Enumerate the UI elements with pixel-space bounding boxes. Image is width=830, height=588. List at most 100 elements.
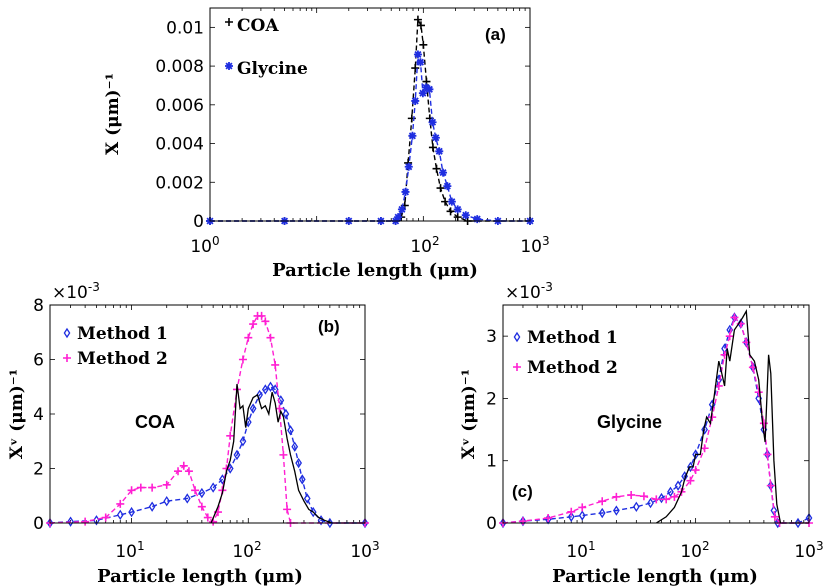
data-point-method-2: [184, 466, 194, 477]
chart-a-xlabel: Particle length (μm): [272, 260, 478, 281]
data-point-method-2: [197, 501, 207, 512]
data-point-glycine: [397, 204, 407, 215]
series-measured-line: [655, 309, 809, 524]
ytick-a-1: 0.002: [155, 173, 204, 193]
xtick-a-1: 100: [190, 234, 219, 257]
data-point-glycine: [424, 84, 435, 95]
data-point-glycine: [446, 196, 457, 207]
legend-c-method2-marker-glyph: [512, 362, 522, 372]
data-point-glycine: [400, 187, 411, 197]
ytick-a-0: 0: [193, 212, 204, 232]
ytick-c-0: 0: [486, 514, 497, 534]
legend-glycine-marker-glyph: [224, 61, 234, 71]
ytick-a-3: 0.006: [155, 96, 204, 116]
chart-c-legend: Method 1 Method 2: [512, 328, 618, 378]
ytick-b-3: 6: [33, 351, 44, 371]
data-point-method-2: [278, 450, 289, 460]
chart-panel-a: (a) COA Glycine X (μm)⁻¹ Particle length…: [103, 7, 550, 281]
chart-c-annotation: Glycine: [597, 412, 662, 432]
chart-b-panel-label: (b): [318, 317, 340, 336]
data-point-glycine: [452, 204, 463, 215]
data-point-method-2: [753, 387, 764, 398]
data-point-method-2: [270, 360, 280, 370]
chart-a-yticks: 0 0.002 0.004 0.006 0.008 0.01: [155, 18, 204, 232]
chart-c-scale-label: ×10-3: [505, 280, 553, 303]
legend-c-method2: Method 2: [527, 358, 618, 378]
xtick-b-10: 101: [115, 539, 144, 562]
legend-b-method2: Method 2: [77, 349, 168, 369]
legend-b-method2-marker-glyph: [62, 353, 72, 363]
data-point-method-2: [190, 485, 200, 496]
legend-glycine: Glycine: [237, 59, 308, 79]
xtick-c-100: 102: [680, 539, 709, 562]
chart-b-scale-label: ×10-3: [52, 280, 100, 303]
ytick-c-1: 1: [486, 452, 497, 472]
chart-c-xlabel: Particle length (μm): [552, 566, 758, 587]
data-point-method-2: [566, 506, 577, 517]
data-point-method-2: [518, 516, 528, 526]
data-point-method-2: [260, 316, 271, 327]
data-point-method-2: [611, 492, 622, 502]
chart-a-panel-label: (a): [485, 25, 506, 44]
xtick-b-100: 102: [232, 539, 261, 562]
chart-c-plot: [498, 305, 814, 528]
legend-coa-marker-glyph: [224, 17, 234, 27]
chart-b-yticks: 0 2 4 6 8: [33, 296, 44, 534]
ytick-c-3: 3: [486, 327, 497, 347]
chart-b-frame: [49, 304, 366, 524]
xtick-b-1000: 103: [350, 539, 379, 562]
data-point-method-2: [178, 460, 189, 471]
data-point-glycine: [438, 167, 448, 178]
data-point-method-2: [597, 496, 608, 507]
ytick-a-5: 0.01: [166, 18, 204, 38]
legend-c-method1: Method 1: [527, 328, 618, 348]
data-point-method-2: [243, 332, 254, 343]
data-point-method-2: [762, 449, 773, 460]
data-point-glycine: [415, 57, 426, 68]
data-point-coa: [428, 142, 438, 153]
ytick-b-1: 2: [33, 460, 44, 480]
xtick-a-1000: 103: [520, 234, 549, 257]
chart-b-annotation: COA: [135, 412, 175, 432]
chart-c-xticks: 101 102 103: [566, 539, 823, 562]
ytick-a-4: 0.008: [155, 57, 204, 77]
data-point-glycine: [472, 214, 483, 224]
series-method-2-line: [49, 315, 365, 524]
chart-c-frame: [502, 304, 810, 524]
xtick-a-100: 102: [410, 234, 439, 257]
data-point-method-2: [173, 466, 183, 477]
data-point-method-2: [282, 504, 292, 515]
series-coa-line: [210, 17, 530, 222]
chart-a-xticks: 100 102 103: [190, 234, 549, 257]
ytick-b-0: 0: [33, 514, 44, 534]
chart-b-legend: Method 1 Method 2: [62, 324, 168, 369]
chart-a-ylabel: X (μm)⁻¹: [103, 73, 123, 155]
data-point-method-2: [759, 418, 769, 429]
chart-a-legend: COA Glycine: [224, 16, 308, 79]
data-point-coa: [407, 113, 417, 124]
data-point-glycine: [410, 96, 421, 106]
data-point-coa: [445, 206, 456, 217]
chart-b-ylabel: Xᵛ (μm)⁻¹: [7, 369, 27, 459]
data-point-coa: [435, 183, 446, 193]
data-point-method-2: [136, 482, 146, 493]
data-point-glycine: [403, 161, 414, 172]
chart-panel-c: ×10-3 (c) Glycine Method 1 Method 2 Xᵛ (…: [459, 280, 824, 587]
data-point-glycine: [434, 146, 445, 157]
series-method-1-line: [49, 386, 365, 524]
chart-c-ylabel: Xᵛ (μm)⁻¹: [459, 369, 479, 459]
chart-a-frame: [209, 7, 531, 222]
ytick-a-2: 0.004: [155, 135, 204, 155]
xtick-c-1000: 103: [794, 539, 823, 562]
data-point-method-2: [543, 513, 553, 523]
data-point-coa: [431, 163, 442, 174]
chart-c-panel-label: (c): [512, 482, 533, 501]
data-point-method-2: [80, 516, 90, 527]
chart-panel-b: ×10-3 (b) COA Method 1 Method 2 Xᵛ (μm)⁻…: [7, 280, 380, 587]
data-point-method-2: [639, 491, 649, 502]
data-point-glycine: [407, 130, 418, 141]
ytick-b-4: 8: [33, 296, 44, 316]
ytick-b-2: 4: [33, 405, 44, 425]
legend-b-method1-marker-glyph: [63, 328, 71, 338]
